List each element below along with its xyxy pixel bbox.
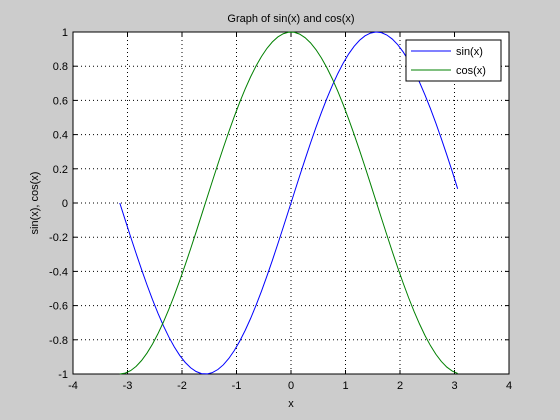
y-tick-labels: -1 -0.8 -0.6 -0.4 -0.2 0 0.2 0.4 0.6 0.8 1 <box>49 27 68 381</box>
y-tick-label: -1 <box>58 369 68 381</box>
x-tick-label: -3 <box>123 380 133 392</box>
series-line-sin-x <box>119 31 459 375</box>
chart-title: Graph of sin(x) and cos(x) <box>227 13 354 25</box>
y-axis-label: sin(x), cos(x) <box>29 172 41 235</box>
y-tick-label: 0.6 <box>53 95 68 107</box>
x-tick-label: 1 <box>342 380 348 392</box>
y-tick-label: -0.8 <box>49 335 68 347</box>
x-tick-label: 4 <box>506 380 512 392</box>
series-lines <box>119 31 459 375</box>
series-line-cos-x <box>119 31 458 375</box>
x-axis-label: x <box>288 398 294 410</box>
grid <box>73 32 509 374</box>
y-tick-label: -0.6 <box>49 301 68 313</box>
legend-label-sin: sin(x) <box>456 46 483 58</box>
y-tick-label: 0.8 <box>53 61 68 73</box>
y-tick-label: 0.4 <box>53 130 68 142</box>
x-tick-label: -2 <box>177 380 187 392</box>
x-tick-label: 3 <box>451 380 457 392</box>
legend-box <box>405 39 502 82</box>
y-tick-label: 0 <box>62 198 68 210</box>
x-tick-label: -1 <box>232 380 242 392</box>
y-tick-label: 0.2 <box>53 164 68 176</box>
x-tick-label: 2 <box>397 380 403 392</box>
x-tick-label: -4 <box>68 380 78 392</box>
y-tick-label: -0.2 <box>49 232 68 244</box>
y-tick-label: 1 <box>62 27 68 39</box>
y-tick-label: -0.4 <box>49 266 68 278</box>
legend-label-cos: cos(x) <box>456 65 486 77</box>
x-tick-labels: -4 -3 -2 -1 0 1 2 3 4 <box>68 380 512 392</box>
x-tick-label: 0 <box>288 380 294 392</box>
legend: sin(x) cos(x) <box>405 39 502 82</box>
